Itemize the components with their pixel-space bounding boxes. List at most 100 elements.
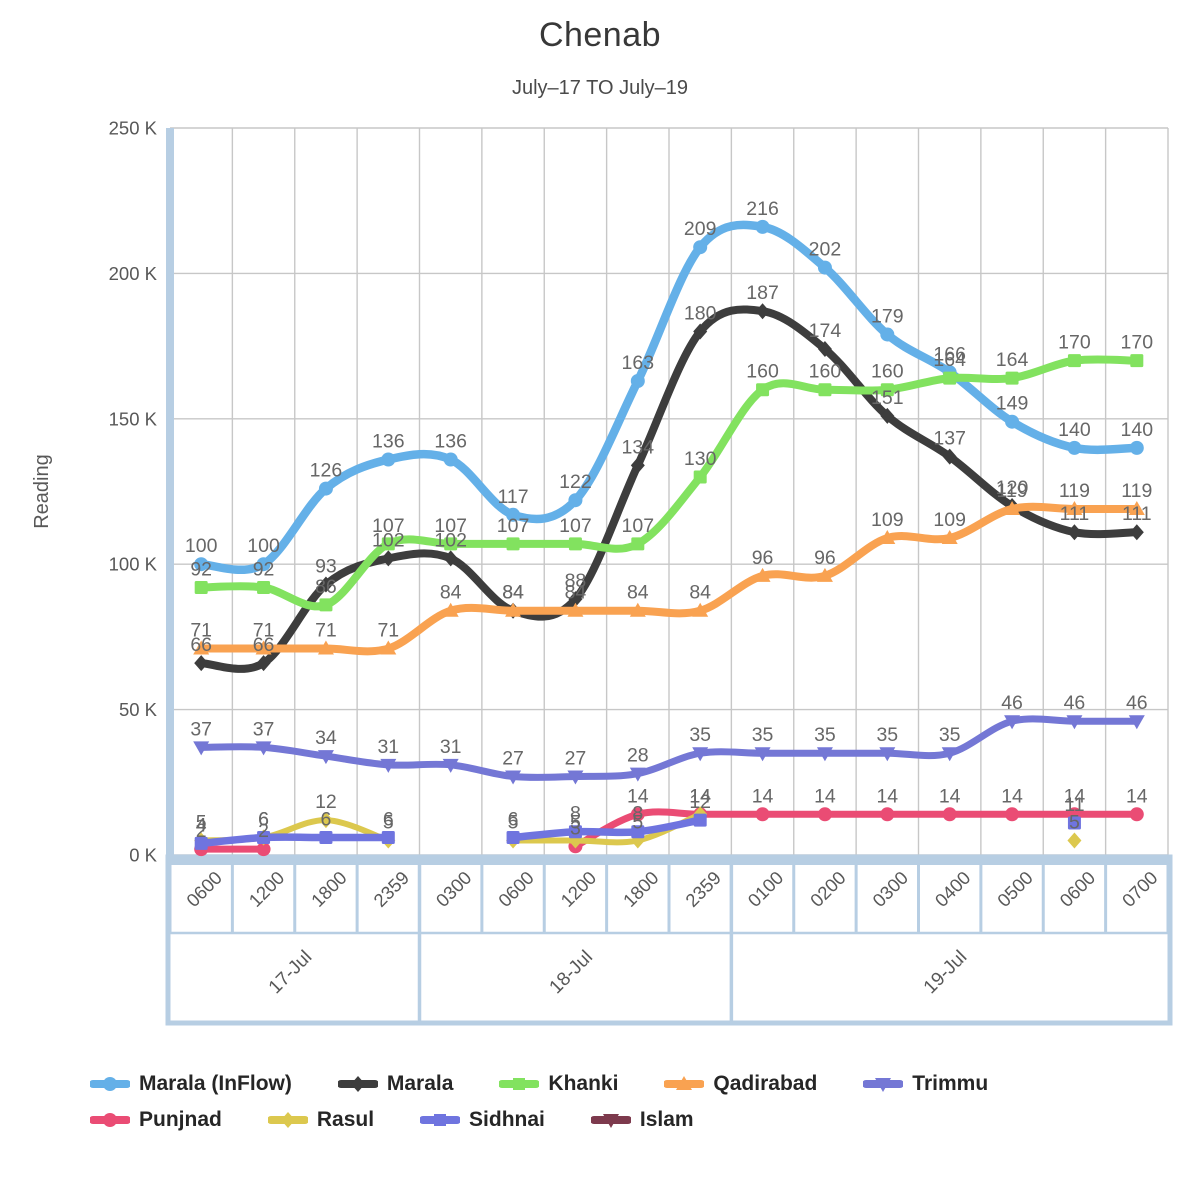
trimmu-marker — [442, 758, 459, 773]
punjnad-data-label: 14 — [876, 785, 898, 807]
sidhnai-marker — [319, 831, 333, 845]
legend-item-trimmu[interactable]: Trimmu — [863, 1072, 988, 1096]
rasul-legend-marker-icon — [267, 1112, 308, 1128]
legend-item-islam[interactable]: Islam — [590, 1108, 694, 1132]
marala-inflow-marker — [1067, 440, 1082, 455]
punjnad-marker — [1129, 807, 1144, 822]
sidhnai-data-label: 8 — [570, 803, 581, 825]
x-axis-tick-label: 1200 — [244, 867, 288, 911]
chart-title: Chenab — [538, 16, 662, 54]
legend-item-marala-inflow[interactable]: Marala (InFlow) — [90, 1072, 292, 1096]
qadirabad-marker — [442, 602, 459, 617]
legend-label: Trimmu — [912, 1072, 989, 1095]
trimmu-marker — [1004, 715, 1021, 730]
y-axis-tick-label: 200 K — [109, 263, 158, 284]
punjnad-data-label: 14 — [752, 785, 774, 807]
qadirabad-data-label: 71 — [190, 620, 212, 642]
y-axis-tick-label: 250 K — [109, 118, 158, 139]
marala-inflow-marker — [194, 557, 209, 572]
legend-label: Rasul — [316, 1108, 375, 1131]
qadirabad-marker — [505, 602, 522, 617]
punjnad-data-label: 14 — [689, 785, 711, 807]
legend-item-punjnad[interactable]: Punjnad — [90, 1108, 222, 1132]
punjnad-data-label: 2 — [196, 820, 207, 842]
qadirabad-data-label: 96 — [752, 547, 774, 569]
khanki-marker — [943, 371, 957, 385]
punjnad-marker — [630, 807, 645, 822]
qadirabad-data-label: 119 — [997, 480, 1028, 502]
marala-marker — [318, 576, 333, 593]
khanki-data-label: 107 — [372, 515, 405, 537]
legend-item-sidhnai[interactable]: Sidhnai — [420, 1108, 545, 1132]
trimmu-data-label: 27 — [502, 747, 524, 769]
marala-marker — [1129, 524, 1144, 541]
sidhnai-marker — [381, 831, 395, 845]
y-axis-tick-label: 100 K — [109, 554, 158, 575]
qadirabad-data-label: 84 — [689, 582, 711, 604]
punjnad-data-label: 14 — [1126, 785, 1148, 807]
punjnad-marker — [942, 807, 957, 822]
khanki-data-label: 130 — [684, 448, 717, 470]
khanki-data-label: 107 — [622, 515, 655, 537]
axis-band-frame — [165, 854, 1173, 1026]
x-axis-tick-label: 0500 — [993, 867, 1037, 911]
trimmu-data-label: 31 — [377, 736, 399, 758]
series-line-marala — [197, 305, 1141, 673]
marala-inflow-data-label: 166 — [933, 343, 966, 365]
qadirabad-marker — [879, 530, 896, 545]
legend-label: Marala (InFlow) — [139, 1072, 292, 1095]
marala-data-label: 102 — [434, 529, 467, 551]
trimmu-data-label: 46 — [1126, 692, 1148, 714]
marala-inflow-data-label: 209 — [684, 218, 717, 240]
rasul-data-label: 6 — [258, 809, 269, 831]
legend-item-qadirabad[interactable]: Qadirabad — [664, 1072, 817, 1096]
marala-data-label: 180 — [684, 303, 717, 325]
qadirabad-marker — [1004, 500, 1021, 515]
punjnad-marker — [755, 807, 770, 822]
marala-inflow-data-label: 140 — [1058, 419, 1091, 441]
series-line-trimmu — [197, 715, 1141, 781]
date-group-label: 18-Jul — [546, 947, 597, 998]
qadirabad-data-label: 119 — [1059, 480, 1090, 502]
rasul-data-label: 5 — [508, 811, 519, 833]
qadirabad-data-label: 84 — [627, 582, 649, 604]
qadirabad-marker — [692, 602, 709, 617]
marala-data-label: 134 — [622, 436, 655, 458]
trimmu-data-label: 28 — [627, 745, 649, 767]
trimmu-data-label: 35 — [939, 724, 961, 746]
chart-subtitle: July–17 TO July–19 — [511, 77, 689, 99]
rasul-data-label: 5 — [570, 811, 581, 833]
islam-legend-marker-icon — [590, 1114, 631, 1128]
marala-legend-marker-icon — [337, 1076, 378, 1092]
marala-inflow-marker — [1129, 440, 1144, 455]
punjnad-data-label: 2 — [258, 820, 269, 842]
marala-data-label: 66 — [253, 634, 275, 656]
qadirabad-data-label: 109 — [933, 509, 966, 531]
legend-item-khanki[interactable]: Khanki — [499, 1072, 618, 1096]
sidhnai-data-label: 12 — [689, 791, 711, 813]
chart-legend: Marala (InFlow) Marala Khanki Qadirabad Trim… — [90, 1072, 1110, 1132]
khanki-marker — [693, 470, 707, 484]
marala-inflow-marker — [568, 493, 583, 508]
marala-marker — [1067, 524, 1082, 541]
marala-inflow-data-label: 100 — [185, 535, 218, 557]
sidhnai-data-label: 8 — [632, 803, 643, 825]
legend-item-rasul[interactable]: Rasul — [267, 1108, 375, 1132]
series-line-qadirabad — [197, 502, 1141, 656]
khanki-marker — [818, 383, 832, 397]
y-axis-tick-label: 50 K — [119, 699, 158, 720]
trimmu-data-label: 34 — [315, 727, 337, 749]
khanki-marker — [756, 383, 770, 397]
trimmu-marker — [317, 750, 334, 765]
series-line-khanki — [197, 355, 1141, 611]
punjnad-data-label: 14 — [939, 785, 961, 807]
sidhnai-data-label: 4 — [196, 814, 207, 836]
chenab-line-chart: 250 K 200 K 150 K 100 K 50 K 0 K Reading 17-Jul… — [31, 118, 1173, 1026]
legend-item-marala[interactable]: Marala — [337, 1072, 453, 1096]
marala-marker — [817, 341, 832, 358]
sidhnai-marker — [568, 825, 582, 839]
marala-inflow-marker — [880, 327, 895, 342]
khanki-marker — [257, 580, 271, 594]
marala-data-label: 66 — [190, 634, 212, 656]
y-axis-title: Reading — [31, 454, 53, 529]
